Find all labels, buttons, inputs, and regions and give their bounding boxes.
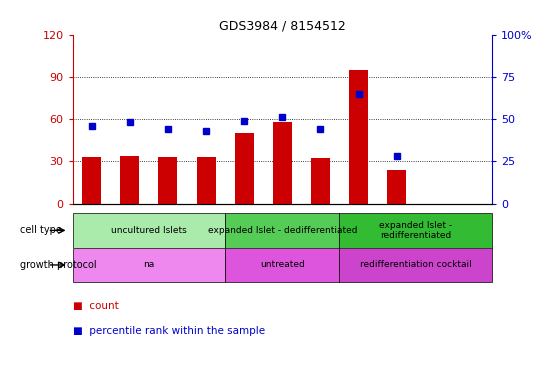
Bar: [197, 157, 216, 204]
Text: ■  count: ■ count: [73, 301, 119, 311]
Bar: [225, 248, 339, 282]
Text: untreated: untreated: [260, 260, 305, 270]
Bar: [273, 122, 292, 204]
Bar: [73, 213, 225, 248]
Bar: [82, 157, 101, 204]
Bar: [339, 213, 492, 248]
Bar: [311, 159, 330, 204]
Bar: [225, 213, 339, 248]
Bar: [387, 170, 406, 204]
Title: GDS3984 / 8154512: GDS3984 / 8154512: [219, 19, 345, 32]
Text: growth protocol: growth protocol: [20, 260, 97, 270]
Bar: [120, 156, 139, 204]
Bar: [235, 133, 254, 204]
Text: na: na: [143, 260, 154, 270]
Text: expanded Islet -
redifferentiated: expanded Islet - redifferentiated: [379, 221, 452, 240]
Bar: [73, 248, 225, 282]
Text: ■  percentile rank within the sample: ■ percentile rank within the sample: [73, 326, 265, 336]
Bar: [349, 70, 368, 204]
Text: expanded Islet - dedifferentiated: expanded Islet - dedifferentiated: [207, 226, 357, 235]
Text: uncultured Islets: uncultured Islets: [111, 226, 187, 235]
Bar: [158, 157, 178, 204]
Text: redifferentiation cocktail: redifferentiation cocktail: [360, 260, 472, 270]
Text: cell type: cell type: [20, 225, 62, 235]
Bar: [339, 248, 492, 282]
